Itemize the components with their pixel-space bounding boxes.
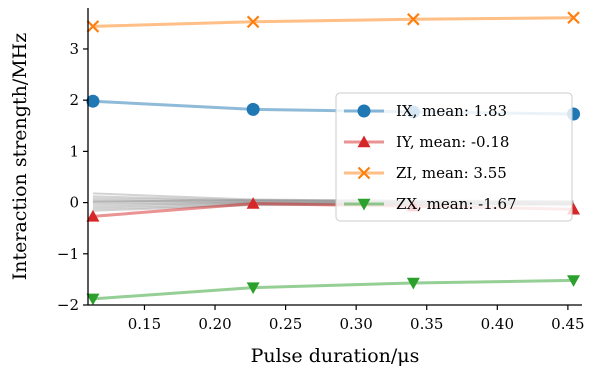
series-2-point-0: [86, 20, 100, 33]
y-tick-label: −2: [57, 296, 79, 314]
series-3-point-3: [567, 275, 581, 287]
y-tick-label: −1: [57, 245, 79, 263]
y-tick-label: 2: [69, 91, 79, 109]
y-tick-label: 0: [69, 194, 79, 212]
series-2-point-2: [407, 12, 420, 26]
series-3-point-1: [246, 282, 260, 295]
legend-marker-2: [357, 166, 371, 180]
series-2-point-1: [246, 15, 260, 29]
legend-label-1: IY, mean: -0.18: [396, 133, 509, 151]
y-tick-label: 3: [69, 40, 79, 58]
x-tick-label: 0.20: [198, 315, 231, 333]
ticks: 0.15 0.20 0.25 0.30 0.35 0.40 0.45 −2 −1 0 1 2 3: [57, 40, 585, 333]
legend-label-0: IX, mean: 1.83: [396, 102, 507, 120]
legend-box: [335, 92, 573, 222]
axes: [87, 8, 582, 306]
x-tick-label: 0.30: [339, 315, 372, 333]
legend-marker-0: [357, 104, 371, 118]
x-axis-label: Pulse duration/μs: [251, 345, 420, 367]
series-1-point-0: [86, 209, 100, 222]
series-3-point-2: [406, 277, 420, 290]
legend-marker-3: [357, 198, 371, 211]
legend-label-3: ZX, mean: -1.67: [396, 195, 517, 213]
x-tick-label: 0.15: [128, 315, 161, 333]
x-tick-label: 0.35: [410, 315, 443, 333]
series-line-2: [92, 16, 574, 28]
x-tick-label: 0.45: [551, 315, 584, 333]
legend-marker-1: [357, 135, 371, 148]
legend: IX, mean: 1.83 IY, mean: -0.18 ZI, mean: 3…: [335, 92, 573, 222]
y-tick-label: 1: [69, 142, 79, 160]
series-1-point-1: [246, 197, 260, 209]
series-line-3: [92, 278, 574, 301]
series-3-point-0: [86, 293, 100, 306]
series-0-point-1: [246, 102, 260, 116]
x-tick-label: 0.40: [481, 315, 514, 333]
legend-label-2: ZI, mean: 3.55: [396, 164, 507, 182]
series-0-point-0: [86, 94, 100, 108]
series-2-point-3: [567, 11, 580, 25]
y-axis-label: Interaction strength/MHz: [9, 33, 31, 281]
x-tick-label: 0.25: [269, 315, 302, 333]
